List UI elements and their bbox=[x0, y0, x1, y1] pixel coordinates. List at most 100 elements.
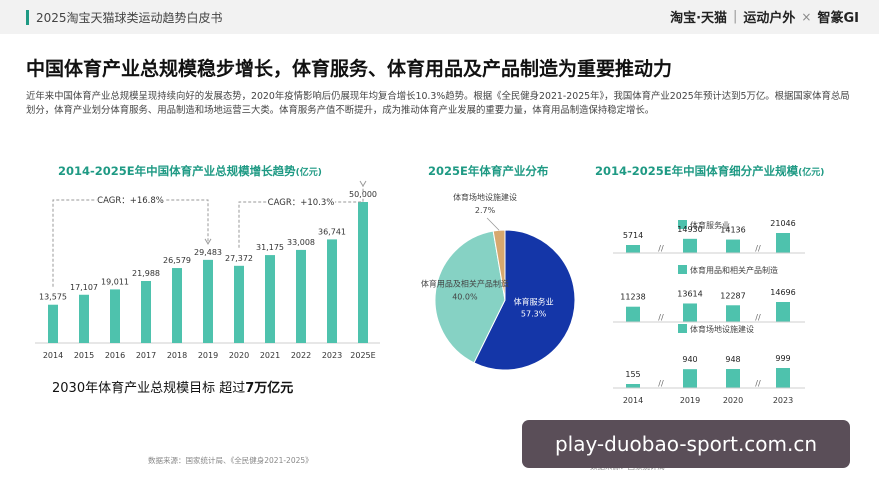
chart1-bar-2020 bbox=[234, 265, 244, 343]
chart1-value-label-2018: 26,579 bbox=[163, 256, 191, 265]
chart1-value-label-2016: 19,011 bbox=[101, 277, 129, 286]
chart1-cagr-label-bg-1 bbox=[96, 192, 165, 206]
chart1-tick-label-2023: 2023 bbox=[322, 351, 342, 360]
chart3-series-swatch-1 bbox=[678, 220, 687, 229]
chart2-label-1-pct: 57.3% bbox=[521, 310, 547, 319]
chart2-slice-1 bbox=[473, 229, 576, 371]
header-accent-bar bbox=[26, 10, 29, 25]
brand-sports-label: 运动户外 bbox=[743, 11, 796, 26]
chart3-bar-1-2023 bbox=[776, 233, 790, 253]
chart3-value-label-2-2014: 11238 bbox=[620, 293, 645, 302]
chart3-bar-3-2019 bbox=[683, 369, 697, 388]
chart2-label-2-pct: 40.0% bbox=[452, 292, 478, 301]
chart1-cagr-label-2: CAGR：+10.3% bbox=[268, 198, 335, 208]
chart1-bar-2016 bbox=[110, 289, 120, 343]
chart3-unit: (亿元) bbox=[798, 168, 825, 178]
chart3-tick-label-2019: 2019 bbox=[680, 396, 700, 405]
chart1-tick-label-2018: 2018 bbox=[167, 351, 187, 360]
chart1-bar-2015 bbox=[79, 294, 89, 343]
chart3-value-label-3-2020: 948 bbox=[725, 355, 740, 364]
chart1-cagr-arrow-1 bbox=[204, 238, 212, 245]
chart3-bar-3-2014 bbox=[626, 384, 640, 388]
chart3-series-swatch-2 bbox=[678, 265, 687, 274]
chart1-bar-2023 bbox=[327, 239, 337, 343]
chart3-value-label-3-2014: 155 bbox=[625, 370, 640, 379]
chart1-tick-label-2017: 2017 bbox=[136, 351, 156, 360]
page-headline: 中国体育产业总规模稳步增长，体育服务、体育用品及产品制造为重要推动力 bbox=[26, 58, 673, 80]
chart1-value-label-2017: 21,988 bbox=[132, 269, 160, 278]
brand-taobao-logo: 淘宝·天猫 bbox=[670, 11, 728, 26]
chart3-value-label-1-2019: 14930 bbox=[677, 225, 702, 234]
chart3-bar-2-2014 bbox=[626, 306, 640, 322]
chart3-bar-3-2023 bbox=[776, 368, 790, 388]
chart3-bar-3-2020 bbox=[726, 369, 740, 388]
chart1-tick-label-2022: 2022 bbox=[291, 351, 311, 360]
chart1-cagr-label-1: CAGR：+16.8% bbox=[97, 196, 164, 206]
chart1-unit: (亿元) bbox=[295, 168, 322, 178]
chart3-value-label-3-2019: 940 bbox=[682, 355, 697, 364]
chart1-bar-2019 bbox=[203, 259, 213, 343]
chart1-bar-2025E bbox=[358, 202, 368, 343]
chart3-series-swatch-3 bbox=[678, 324, 687, 333]
brand-separator: | bbox=[733, 9, 738, 24]
chart2-leader-line-3 bbox=[486, 217, 500, 231]
chart1-value-label-2014: 13,575 bbox=[39, 293, 67, 302]
chart1-tick-label-2019: 2019 bbox=[198, 351, 218, 360]
target-highlight: 7万亿元 bbox=[245, 381, 294, 396]
chart1-tick-label-2025E: 2025E bbox=[350, 351, 375, 360]
chart3-value-label-2-2023: 14696 bbox=[770, 288, 795, 297]
chart3-tick-label-2014: 2014 bbox=[623, 396, 643, 405]
chart3-series-name-3: 体育场地设施建设 bbox=[690, 324, 754, 334]
chart3-title-wrap: 2014-2025E年中国体育细分产业规模(亿元) bbox=[595, 163, 824, 179]
chart3-bar-1-2014 bbox=[626, 245, 640, 253]
chart3-value-label-1-2014: 5714 bbox=[623, 231, 643, 240]
chart2-slice-2 bbox=[434, 230, 506, 364]
chart3-value-label-3-2023: 999 bbox=[775, 354, 790, 363]
chart2-pie-chart: 体育服务业 57.3% 体育用品及相关产品制造 40.0% 体育场地设施建设 2.7% bbox=[421, 192, 576, 371]
chart1-value-label-2015: 17,107 bbox=[70, 283, 98, 292]
chart1-value-label-2019: 29,483 bbox=[194, 248, 222, 257]
chart1-title-wrap: 2014-2025E年中国体育产业总规模增长趋势(亿元) bbox=[58, 163, 322, 179]
chart2-label-1-name: 体育服务业 bbox=[514, 297, 554, 307]
chart3-value-label-2-2019: 13614 bbox=[677, 289, 702, 298]
chart1-bar-2014 bbox=[48, 304, 58, 343]
report-title: 2025淘宝天猫球类运动趋势白皮书 bbox=[36, 11, 223, 25]
chart2-label-2-name: 体育用品及相关产品制造 bbox=[421, 278, 509, 288]
chart3-bar-2-2023 bbox=[776, 302, 790, 322]
report-header bbox=[0, 0, 879, 34]
chart3-series-name-2: 体育用品和相关产品制造 bbox=[690, 265, 778, 275]
target-prefix: 2030年体育产业总规模目标 超过 bbox=[52, 381, 246, 396]
chart1-cagr-bracket-1 bbox=[52, 199, 209, 287]
chart3-value-label-1-2020: 14136 bbox=[720, 226, 745, 235]
chart1-tick-label-2015: 2015 bbox=[74, 351, 94, 360]
chart3-break-mark-3-1: // bbox=[658, 379, 664, 388]
chart3-bar-2-2019 bbox=[683, 303, 697, 322]
brand-logos: 淘宝·天猫 | 运动户外 × 智篆GI bbox=[670, 7, 859, 26]
chart3-break-mark-1-2: // bbox=[755, 244, 761, 253]
chart3-series-name-1: 体育服务业 bbox=[690, 220, 730, 230]
chart3-value-label-1-2023: 21046 bbox=[770, 219, 795, 228]
chart3-bar-2-2020 bbox=[726, 305, 740, 322]
chart1-value-label-2020: 27,372 bbox=[225, 254, 253, 263]
chart2-slice-3 bbox=[492, 229, 506, 301]
brand-times: × bbox=[801, 9, 812, 24]
chart1-cagr-label-bg-2 bbox=[267, 194, 335, 208]
chart1-bar-chart: 13,575 2014 17,107 2015 19,011 2016 21,988 2017… bbox=[35, 180, 380, 360]
chart1-tick-label-2020: 2020 bbox=[229, 351, 249, 360]
chart1-tick-label-2014: 2014 bbox=[43, 351, 63, 360]
watermark-banner: play-duobao-sport.com.cn bbox=[522, 420, 850, 468]
chart1-tick-label-2021: 2021 bbox=[260, 351, 280, 360]
chart1-value-label-2022: 33,008 bbox=[287, 238, 315, 247]
chart1-value-label-2023: 36,741 bbox=[318, 227, 346, 236]
chart3-break-mark-1-1: // bbox=[658, 244, 664, 253]
source-left: 数据来源：国家统计局、《全民健身2021-2025》 bbox=[148, 456, 313, 465]
intro-paragraph: 近年来中国体育产业总规模呈现持续向好的发展态势，2020年疫情影响后仍展现年均复… bbox=[26, 91, 850, 116]
chart3-value-label-2-2020: 12287 bbox=[720, 291, 745, 300]
chart3-bar-1-2020 bbox=[726, 239, 740, 253]
chart1-value-label-2021: 31,175 bbox=[256, 243, 284, 252]
chart1-cagr-arrow-2 bbox=[359, 180, 367, 187]
chart1-bar-2021 bbox=[265, 255, 275, 343]
chart3-break-mark-2-2: // bbox=[755, 313, 761, 322]
chart1-bar-2018 bbox=[172, 268, 182, 343]
chart2-label-3-pct: 2.7% bbox=[475, 206, 496, 215]
